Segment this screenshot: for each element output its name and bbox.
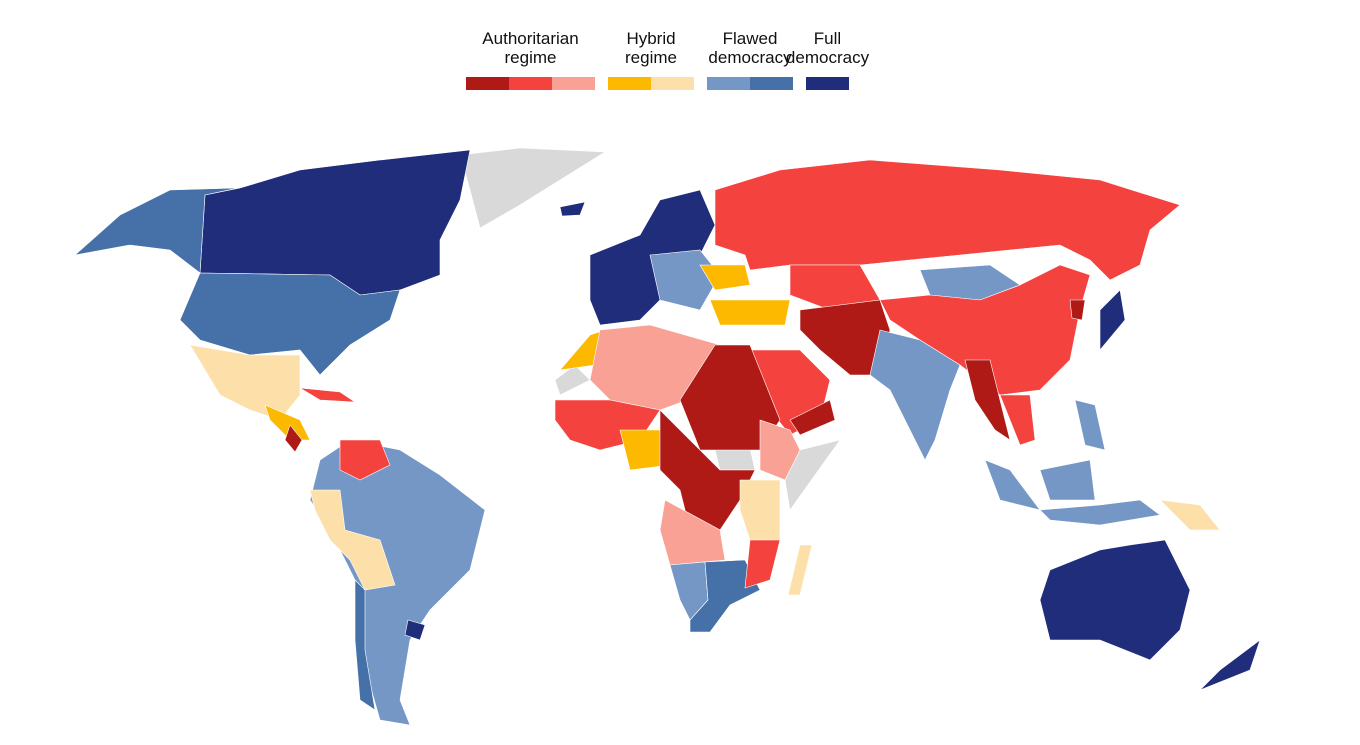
myanmar-thailand [964, 359, 1011, 441]
mozambique [744, 539, 781, 589]
indonesia-west [984, 459, 1041, 511]
legend-swatch [806, 77, 849, 90]
legend-label: Full [814, 29, 841, 48]
japan [1099, 289, 1126, 351]
yemen [789, 399, 836, 436]
legend-swatch [750, 77, 793, 90]
venezuela [339, 439, 391, 481]
legend-swatch [509, 77, 552, 90]
nicaragua [284, 424, 303, 453]
legend-swatch [466, 77, 509, 90]
legend-label: Authoritarian [482, 29, 578, 48]
alaska [74, 187, 239, 274]
east-africa [739, 479, 781, 541]
legend-swatch [608, 77, 651, 90]
legend-swatch [552, 77, 595, 90]
ukraine [699, 264, 751, 291]
world-map [74, 147, 1261, 726]
chile [354, 579, 376, 711]
peru-bolivia [309, 489, 396, 591]
north-korea [1069, 299, 1086, 321]
turkey [709, 299, 791, 326]
legend-label: democracy [786, 48, 870, 67]
greenland [459, 147, 606, 229]
borneo [1039, 459, 1096, 501]
papua-new-guinea [1159, 499, 1221, 531]
india [869, 329, 961, 461]
legend-label: Hybrid [626, 29, 675, 48]
iceland [559, 201, 586, 217]
iran-afghanistan [799, 299, 891, 376]
sudan-chad [679, 344, 781, 451]
australia [1039, 539, 1191, 661]
philippines [1074, 399, 1106, 451]
central-africa [659, 409, 756, 531]
south-sudan [714, 447, 756, 471]
ethiopia [759, 419, 801, 481]
madagascar [787, 544, 813, 596]
cuba [299, 387, 357, 403]
new-zealand [1199, 639, 1261, 691]
legend-swatch [651, 77, 694, 90]
vietnam [999, 394, 1036, 446]
legend-label: Flawed [723, 29, 778, 48]
legend: AuthoritarianregimeHybridregimeFlaweddem… [466, 29, 870, 90]
united-states [179, 272, 401, 376]
mexico [189, 344, 301, 421]
legend-label: regime [625, 48, 677, 67]
south-america [309, 439, 486, 726]
legend-label: democracy [708, 48, 792, 67]
indonesia-east [1039, 499, 1161, 526]
canada [199, 149, 471, 296]
uruguay [404, 619, 426, 641]
legend-label: regime [505, 48, 557, 67]
russia [714, 159, 1181, 281]
legend-swatch [707, 77, 750, 90]
